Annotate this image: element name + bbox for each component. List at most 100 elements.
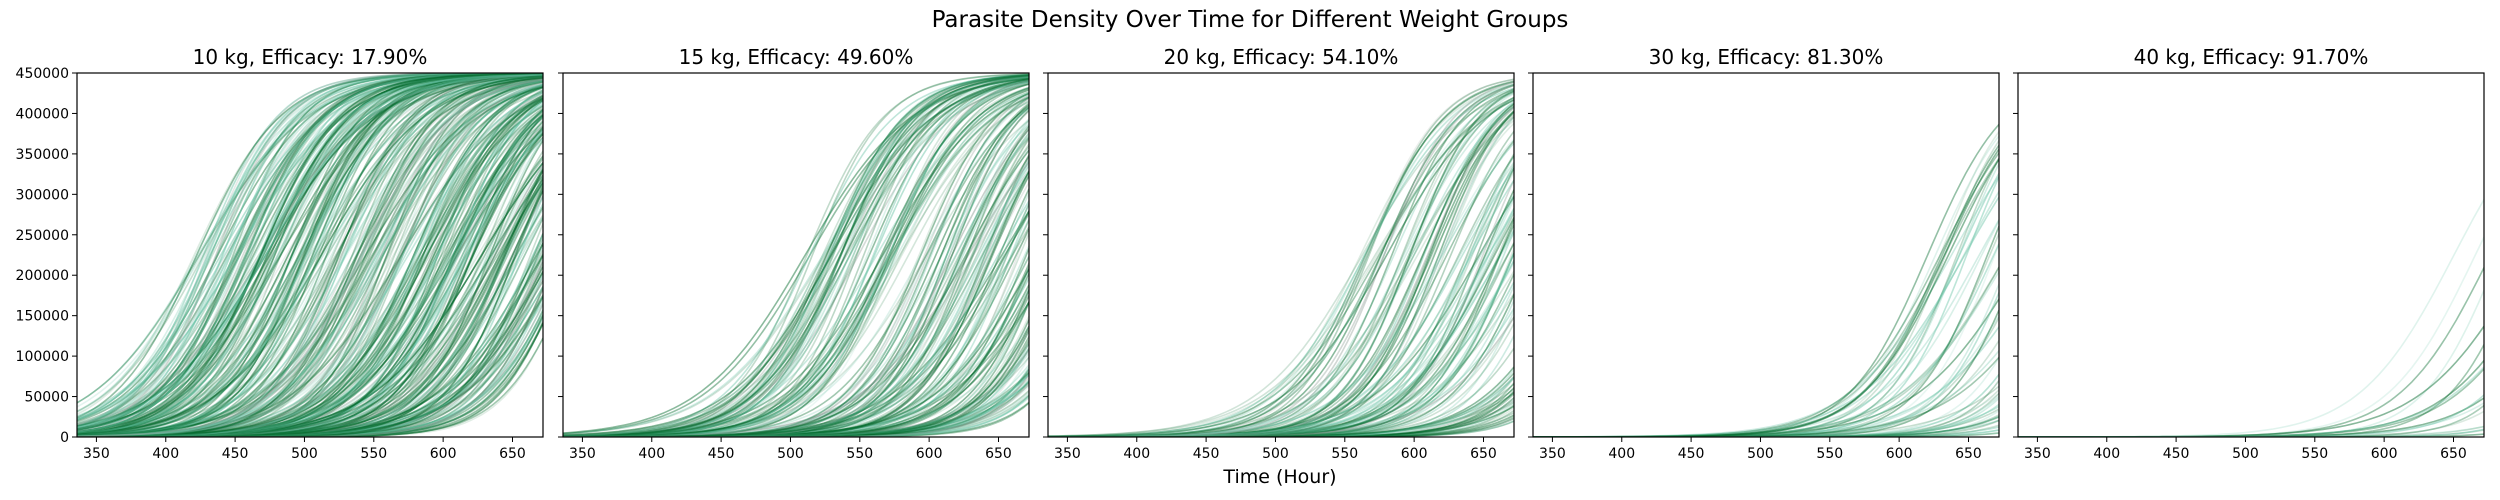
series-line	[77, 73, 543, 437]
series-line	[563, 73, 1029, 437]
series-line	[77, 74, 543, 435]
series-line	[77, 74, 543, 436]
series-line	[77, 73, 543, 420]
series-line	[77, 73, 543, 431]
x-tick-label: 350	[569, 446, 596, 462]
series-line	[2018, 344, 2484, 437]
series-line	[77, 73, 543, 435]
x-tick-label: 350	[2024, 446, 2051, 462]
series-line	[77, 73, 543, 437]
series-line	[1048, 80, 1514, 437]
series-line	[77, 77, 543, 437]
series-line	[77, 73, 543, 430]
series-line	[77, 78, 543, 434]
series-line	[77, 114, 543, 437]
series-line	[563, 336, 1029, 437]
series-line	[77, 73, 543, 437]
series-line	[1048, 199, 1514, 437]
series-line	[77, 84, 543, 437]
series-line	[77, 237, 543, 437]
series-line	[1048, 220, 1514, 437]
series-line	[77, 73, 543, 404]
x-tick-label: 400	[1123, 446, 1150, 462]
x-tick-label: 600	[1401, 446, 1428, 462]
series-line	[77, 74, 543, 435]
series-line	[563, 351, 1029, 437]
series-line	[563, 74, 1029, 437]
series-line	[77, 74, 543, 437]
series-line	[77, 73, 543, 437]
x-tick-label: 650	[2440, 446, 2467, 462]
series-line	[77, 80, 543, 436]
series-line	[563, 96, 1029, 437]
y-tick-label: 200000	[16, 268, 69, 284]
series-line	[77, 73, 543, 435]
series-line	[563, 75, 1029, 437]
series-line	[77, 133, 543, 437]
series-line	[1048, 388, 1514, 437]
panel-title: 15 kg, Efficacy: 49.60%	[679, 45, 914, 69]
series-line	[77, 305, 543, 437]
series-line	[77, 73, 543, 436]
series-line	[77, 88, 543, 437]
series-line	[1048, 102, 1514, 437]
series-line	[77, 80, 543, 437]
series-line	[77, 74, 543, 437]
series-line	[1048, 416, 1514, 437]
series-line	[77, 73, 543, 431]
series-line	[1048, 189, 1514, 437]
series-line	[77, 73, 543, 421]
series-line	[77, 73, 543, 435]
series-line	[77, 78, 543, 437]
series-line	[563, 74, 1029, 437]
series-line	[1048, 417, 1514, 437]
series-line	[2018, 368, 2484, 437]
series-line	[77, 124, 543, 437]
x-tick-label: 500	[1262, 446, 1289, 462]
series-line	[563, 232, 1029, 437]
series-line	[77, 174, 543, 437]
series-line	[77, 73, 543, 433]
panel-frame	[76, 72, 544, 438]
y-tick-label: 300000	[16, 187, 69, 203]
series-line	[1048, 420, 1514, 437]
series-line	[77, 73, 543, 437]
series-line	[563, 288, 1029, 437]
series-line	[1533, 317, 1999, 437]
curves-group	[1533, 123, 1999, 437]
panel-3: 20 kg, Efficacy: 54.10% 350 400 450 500 550 60…	[1043, 45, 1515, 462]
series-line	[2018, 429, 2484, 437]
series-line	[1048, 83, 1514, 437]
series-line	[77, 239, 543, 437]
series-line	[77, 128, 543, 437]
series-line	[77, 73, 543, 413]
series-line	[77, 73, 543, 437]
series-line	[77, 79, 543, 434]
series-line	[77, 86, 543, 437]
panel-title: 40 kg, Efficacy: 91.70%	[2134, 45, 2369, 69]
series-line	[77, 105, 543, 437]
series-line	[77, 91, 543, 437]
series-line	[77, 73, 543, 436]
series-line	[563, 75, 1029, 437]
series-line	[77, 73, 543, 435]
series-line	[1533, 123, 1999, 437]
series-line	[563, 74, 1029, 437]
series-line	[1048, 420, 1514, 437]
series-line	[77, 75, 543, 437]
series-line	[77, 73, 543, 433]
series-line	[1533, 419, 1999, 437]
series-line	[1048, 217, 1514, 437]
series-line	[77, 76, 543, 437]
series-line	[563, 169, 1029, 437]
series-line	[77, 137, 543, 437]
series-line	[563, 75, 1029, 437]
series-line	[1048, 179, 1514, 437]
series-line	[77, 76, 543, 437]
x-tick-label: 350	[83, 446, 110, 462]
series-line	[77, 73, 543, 437]
series-line	[1048, 407, 1514, 437]
series-line	[77, 98, 543, 437]
series-line	[77, 85, 543, 437]
series-line	[1533, 243, 1999, 437]
